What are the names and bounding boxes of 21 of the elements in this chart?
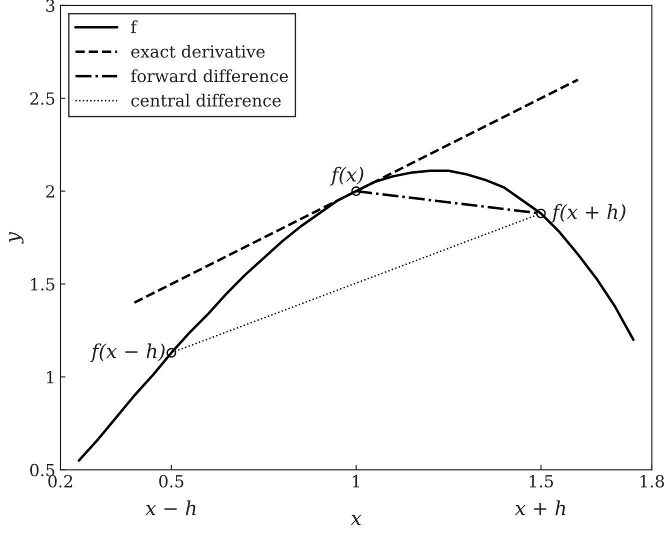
legend-label: forward difference (131, 69, 288, 82)
legend-label: central difference (131, 94, 281, 107)
legend-label: f (131, 20, 138, 34)
y-tick-label: 2 (46, 185, 54, 198)
x-tick-label: 0.5 (159, 474, 184, 488)
y-tick-label: 1.5 (31, 278, 54, 291)
x-axis-title: x (350, 514, 362, 526)
y-tick-label: 0.5 (30, 464, 54, 476)
y-tick-label: 1 (47, 370, 54, 384)
annotation: f(x) (330, 166, 364, 186)
x-tick-label: 0.2 (48, 474, 72, 488)
x-tick-label: 1 (352, 474, 360, 488)
annotation: f(x + h) (550, 204, 626, 223)
annotation: f(x − h) (90, 343, 165, 362)
text: x + h (514, 500, 566, 516)
x-tick-label: 1.5 (530, 474, 553, 488)
legend-label: exact derivative (131, 44, 265, 58)
y-axis-title: y (9, 232, 24, 244)
y-tick-label: 2.5 (30, 92, 54, 105)
x-tick-label: 1.8 (640, 474, 664, 488)
text: x − h (145, 500, 196, 516)
